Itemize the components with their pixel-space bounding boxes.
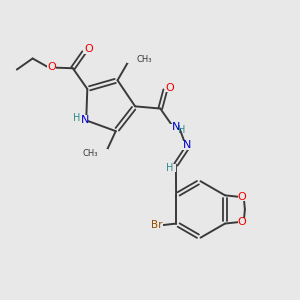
Bar bbox=[238, 218, 246, 226]
Bar bbox=[92, 149, 108, 157]
Text: H: H bbox=[178, 125, 185, 135]
Bar bbox=[71, 115, 88, 124]
Text: H: H bbox=[73, 113, 80, 123]
Bar bbox=[165, 84, 174, 92]
Text: N: N bbox=[172, 122, 180, 132]
Bar bbox=[165, 164, 176, 172]
Bar bbox=[150, 221, 163, 229]
Bar bbox=[238, 193, 246, 201]
Bar bbox=[47, 63, 56, 71]
Text: O: O bbox=[47, 62, 56, 72]
Text: CH₃: CH₃ bbox=[82, 148, 98, 158]
Text: O: O bbox=[84, 44, 93, 55]
Text: H: H bbox=[166, 163, 173, 173]
Bar bbox=[83, 46, 92, 54]
Bar bbox=[182, 141, 190, 150]
Text: CH₃: CH₃ bbox=[136, 55, 152, 64]
Text: O: O bbox=[166, 82, 174, 92]
Bar bbox=[167, 124, 180, 132]
Text: O: O bbox=[238, 192, 246, 202]
Text: O: O bbox=[238, 217, 246, 227]
Text: N: N bbox=[183, 140, 191, 150]
Text: Br: Br bbox=[151, 220, 163, 230]
Text: N: N bbox=[80, 115, 89, 125]
Bar bbox=[128, 56, 143, 63]
